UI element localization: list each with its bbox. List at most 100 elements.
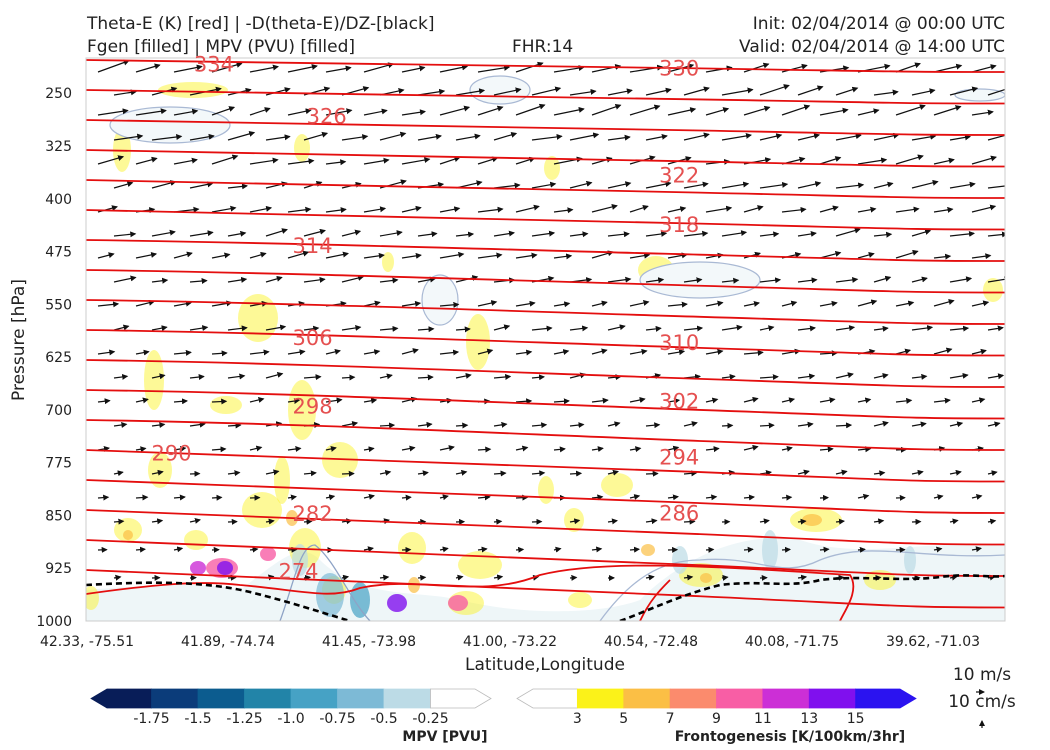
- wind-vector: [417, 421, 433, 428]
- fgen-peak: [448, 595, 468, 611]
- mpv-colorbar-tick: -1.25: [226, 711, 262, 727]
- wind-vector: [249, 107, 271, 116]
- wind-vector: [759, 374, 779, 381]
- wind-vector: [477, 252, 503, 259]
- wind-vector: [553, 106, 585, 116]
- wind-vector: [857, 493, 870, 500]
- wind-vector: [363, 397, 378, 404]
- wind-vector: [455, 88, 486, 96]
- wind-vector: [797, 85, 824, 96]
- x-tick-label: 41.00, -73.22: [463, 634, 557, 650]
- wind-vector: [531, 325, 553, 332]
- wind-vector: [607, 276, 632, 283]
- wind-vector: [569, 180, 593, 189]
- theta-e-label: 286: [659, 501, 699, 525]
- wind-vector: [629, 397, 646, 403]
- fgen-blob: [679, 563, 723, 587]
- wind-vector: [683, 86, 710, 96]
- wind-vector: [113, 231, 137, 238]
- mpv-blob: [316, 573, 344, 617]
- theta-e-contour: [86, 359, 1005, 388]
- wind-vector: [211, 350, 228, 357]
- mpv-colorbar-tick: -0.5: [370, 711, 397, 727]
- wind-vector: [227, 276, 248, 283]
- wind-vector: [97, 301, 120, 308]
- wind-vector: [211, 106, 236, 116]
- wind-vector: [439, 301, 460, 308]
- wind-vector: [797, 277, 818, 284]
- wind-vector: [705, 494, 718, 501]
- wind-vector: [113, 275, 137, 283]
- wind-vector: [151, 373, 166, 380]
- init-time: Init: 02/04/2014 @ 00:00 UTC: [752, 14, 1005, 34]
- wind-vector: [455, 422, 469, 429]
- wind-vector: [189, 421, 206, 428]
- wind-vector: [743, 546, 754, 553]
- fgen-blob: [86, 586, 99, 610]
- wind-vector: [303, 374, 322, 381]
- wind-vector: [265, 518, 275, 525]
- wind-vector: [683, 574, 694, 581]
- theta-e-label: 314: [293, 234, 333, 258]
- wind-vector: [857, 446, 872, 453]
- wind-vector: [971, 397, 986, 404]
- wind-vector: [873, 275, 892, 283]
- y-tick-label: 1000: [36, 614, 72, 630]
- y-tick-label: 550: [45, 297, 72, 313]
- wind-vector: [553, 253, 573, 260]
- theta-e-contour: [86, 119, 1005, 136]
- wind-vector: [493, 470, 507, 477]
- fgen-blob: [466, 314, 490, 370]
- wind-vector: [173, 64, 203, 73]
- wind-vector: [341, 324, 362, 331]
- theta-e-label: 302: [659, 389, 699, 413]
- wind-vector: [895, 300, 915, 307]
- wind-vector: [759, 181, 789, 189]
- wind-vector: [325, 207, 347, 214]
- wind-vector: [113, 518, 125, 525]
- wind-vector: [683, 132, 710, 141]
- mpv-colorbar-tick: -1.75: [133, 711, 169, 727]
- wind-vector: [781, 104, 811, 116]
- wind-vector: [401, 445, 416, 452]
- wind-vector: [591, 446, 604, 453]
- wind-vector: [553, 301, 571, 308]
- mpv-outline: [421, 274, 459, 326]
- wind-vector: [569, 325, 589, 332]
- wind-vector: [987, 421, 1001, 428]
- wind-vector: [987, 231, 1005, 238]
- wind-vector: [569, 231, 589, 238]
- wind-vector: [173, 445, 187, 452]
- wind-vector: [341, 470, 355, 477]
- wind-vector: [873, 470, 886, 477]
- wind-vector: [743, 300, 760, 307]
- wind-vector: [287, 546, 298, 553]
- wind-vector: [97, 494, 110, 501]
- mpv-colorbar-swatch: [151, 688, 199, 709]
- wind-vector: [835, 469, 848, 476]
- wind-vector: [173, 349, 192, 356]
- wind-vector: [113, 422, 128, 428]
- y-axis-label: Pressure [hPa]: [9, 279, 29, 401]
- wind-vector: [553, 207, 574, 214]
- wind-vector: [325, 397, 343, 404]
- wind-vector: [569, 132, 600, 141]
- wind-vector: [363, 157, 390, 165]
- wind-vector: [705, 205, 733, 213]
- fgen-colorbar: 3 5 7 9 11 13 15: [516, 688, 917, 727]
- wind-vector: [949, 86, 979, 96]
- fgen-colorbar-swatch: [669, 688, 717, 709]
- wind-vector: [781, 397, 796, 404]
- mpv-outline: [954, 88, 1005, 102]
- wind-vector: [265, 371, 284, 379]
- wind-vector: [553, 446, 566, 453]
- wind-vector: [857, 157, 888, 165]
- wind-vector: [341, 275, 365, 283]
- y-tick-label: 400: [45, 192, 72, 208]
- wind-vector: [553, 546, 562, 553]
- mpv-colorbar-swatch: [383, 688, 431, 709]
- wind-vector: [987, 518, 997, 525]
- y-tick-label: 925: [45, 561, 72, 577]
- x-axis-label: Latitude,Longitude: [465, 655, 625, 675]
- wind-vector: [971, 64, 997, 73]
